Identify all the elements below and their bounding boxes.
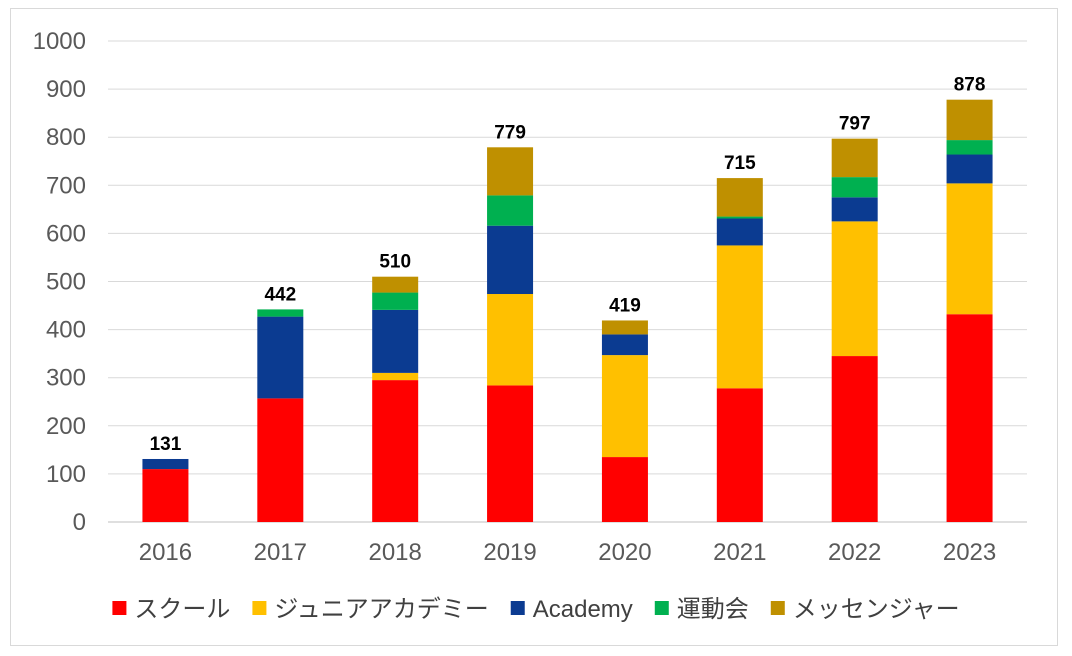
total-label-2017: 442: [264, 284, 296, 305]
bar-2022-運動会: [831, 177, 878, 198]
y-tick-label: 300: [46, 365, 86, 392]
y-tick-label: 700: [46, 172, 86, 199]
x-tick-label: 2019: [483, 539, 536, 566]
total-label-2019: 779: [494, 122, 526, 143]
bar-2022-メッセンジャー: [831, 138, 878, 178]
bar-2020-メッセンジャー: [601, 320, 648, 335]
legend-label: メッセンジャー: [793, 596, 960, 623]
bar-2022-スクール: [831, 356, 878, 522]
y-axis-ticks: 0 100 200 300 400 500 600 700 800 900 1000: [33, 28, 86, 536]
x-tick-label: 2022: [828, 539, 881, 566]
legend-label: スクール: [134, 596, 230, 623]
y-tick-label: 0: [73, 509, 86, 536]
bars: [142, 99, 993, 522]
total-label-2016: 131: [150, 434, 182, 455]
chart-frame: [10, 8, 1058, 646]
bar-2021-運動会: [716, 216, 763, 219]
legend-label: Academy: [533, 596, 633, 623]
y-tick-label: 200: [46, 413, 86, 440]
x-tick-label: 2018: [368, 539, 421, 566]
bar-2020-Academy: [601, 334, 648, 356]
bar-2021-Academy: [716, 218, 763, 246]
bar-2019-スクール: [487, 385, 534, 522]
y-tick-label: 900: [46, 76, 86, 103]
bar-2016-Academy: [142, 458, 189, 470]
legend-label: ジュニアアカデミー: [274, 596, 488, 623]
legend-label: 運動会: [677, 596, 749, 623]
bar-2023-Academy: [946, 154, 993, 184]
bar-2018-メッセンジャー: [372, 276, 419, 293]
y-tick-label: 400: [46, 317, 86, 344]
bar-2018-スクール: [372, 380, 419, 522]
bar-2022-Academy: [831, 197, 878, 222]
bar-2019-Academy: [487, 225, 534, 295]
legend-swatch-メッセンジャー: [770, 601, 785, 615]
x-tick-label: 2017: [254, 539, 307, 566]
x-axis-ticks: 2016 2017 2018 2019 2020 2021 2022 2023: [139, 539, 997, 566]
bar-2021-メッセンジャー: [716, 178, 763, 217]
bar-2022-ジュニアアカデミー: [831, 221, 878, 357]
bar-2018-ジュニアアカデミー: [372, 372, 419, 381]
x-tick-label: 2023: [943, 539, 996, 566]
total-label-2022: 797: [839, 114, 871, 135]
total-label-2018: 510: [379, 252, 411, 273]
legend-swatch-ジュニアアカデミー: [252, 601, 267, 615]
bar-2019-ジュニアアカデミー: [487, 294, 534, 386]
total-label-2023: 878: [954, 75, 986, 96]
x-tick-label: 2020: [598, 539, 651, 566]
bar-2018-Academy: [372, 309, 419, 373]
x-tick-label: 2021: [713, 539, 766, 566]
bar-2021-ジュニアアカデミー: [716, 245, 763, 389]
gridlines: [108, 40, 1027, 523]
bar-2017-運動会: [257, 309, 304, 317]
bar-2023-メッセンジャー: [946, 99, 993, 141]
bar-2017-スクール: [257, 398, 304, 522]
y-tick-label: 500: [46, 269, 86, 296]
bar-2021-スクール: [716, 388, 763, 522]
x-tick-label: 2016: [139, 539, 192, 566]
bar-2017-Academy: [257, 316, 304, 399]
bar-2016-スクール: [142, 469, 189, 522]
bar-2023-スクール: [946, 314, 993, 522]
bar-2023-ジュニアアカデミー: [946, 183, 993, 315]
bar-2020-ジュニアアカデミー: [601, 355, 648, 458]
y-tick-label: 1000: [33, 28, 86, 55]
legend-swatch-スクール: [112, 601, 127, 615]
bar-2018-運動会: [372, 292, 419, 310]
legend-swatch-Academy: [510, 601, 525, 615]
y-tick-label: 600: [46, 220, 86, 247]
bar-2019-メッセンジャー: [487, 147, 534, 196]
legend: スクール ジュニアアカデミー Academy 運動会 メッセンジャー: [112, 596, 960, 623]
total-labels: 131 442 510 779 419 715 797 878: [150, 75, 986, 455]
y-tick-label: 800: [46, 124, 86, 151]
bar-2023-運動会: [946, 140, 993, 155]
y-tick-label: 100: [46, 461, 86, 488]
total-label-2021: 715: [724, 153, 756, 174]
bar-2020-スクール: [601, 457, 648, 522]
total-label-2020: 419: [609, 295, 641, 316]
legend-swatch-運動会: [654, 601, 669, 615]
bar-2019-運動会: [487, 195, 534, 226]
